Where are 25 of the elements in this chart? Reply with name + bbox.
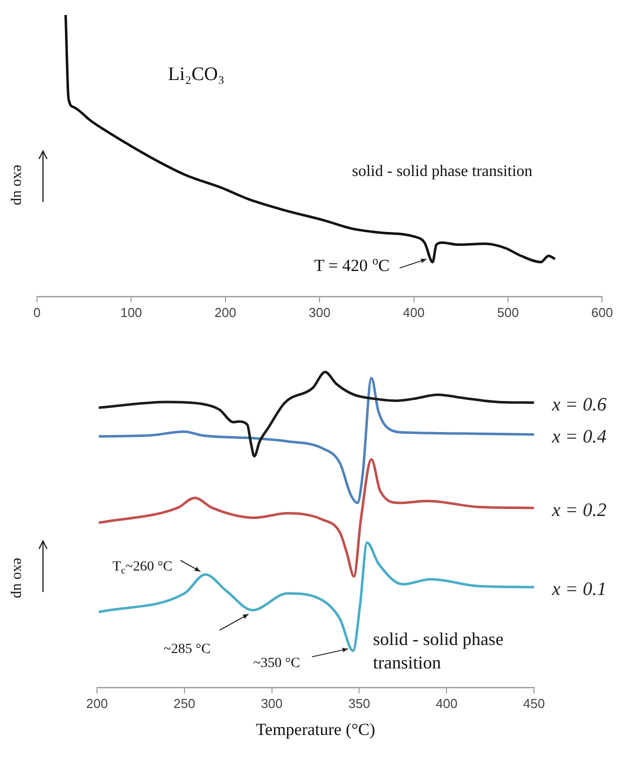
x-tick-label: 300 [260, 696, 283, 711]
y-axis-title: exo up [10, 164, 26, 206]
x-tick-label: 0 [33, 304, 41, 320]
annotation: ~285 °C [164, 642, 211, 658]
x-tick-label: 100 [120, 304, 142, 320]
annotation: solid - solid phase transition [352, 163, 532, 180]
x-tick-label: 300 [308, 304, 330, 320]
x-tick-label: 600 [591, 304, 614, 320]
x-tick-label: 450 [523, 696, 545, 711]
series-label: x = 0.6 [551, 394, 608, 416]
series-label: x = 0.1 [551, 579, 607, 600]
annotation: Li₂CO₃ [168, 64, 225, 85]
x-tick-label: 400 [436, 696, 458, 711]
y-axis-title: exo up [10, 558, 26, 598]
x-tick-label: 250 [174, 696, 196, 711]
x-tick-label: 500 [497, 304, 519, 320]
x-tick-label: 200 [86, 696, 108, 711]
series-label: x = 0.4 [551, 426, 608, 448]
series-label: x = 0.2 [551, 500, 608, 521]
annotation: solid - solid phase transition [373, 629, 504, 672]
x-tick-label: 400 [402, 304, 425, 320]
x-axis-title: Temperature (°C) [256, 720, 376, 739]
x-tick-label: 200 [214, 304, 236, 320]
x-tick-label: 350 [348, 696, 370, 711]
annotation: ~350 °C [253, 656, 300, 671]
